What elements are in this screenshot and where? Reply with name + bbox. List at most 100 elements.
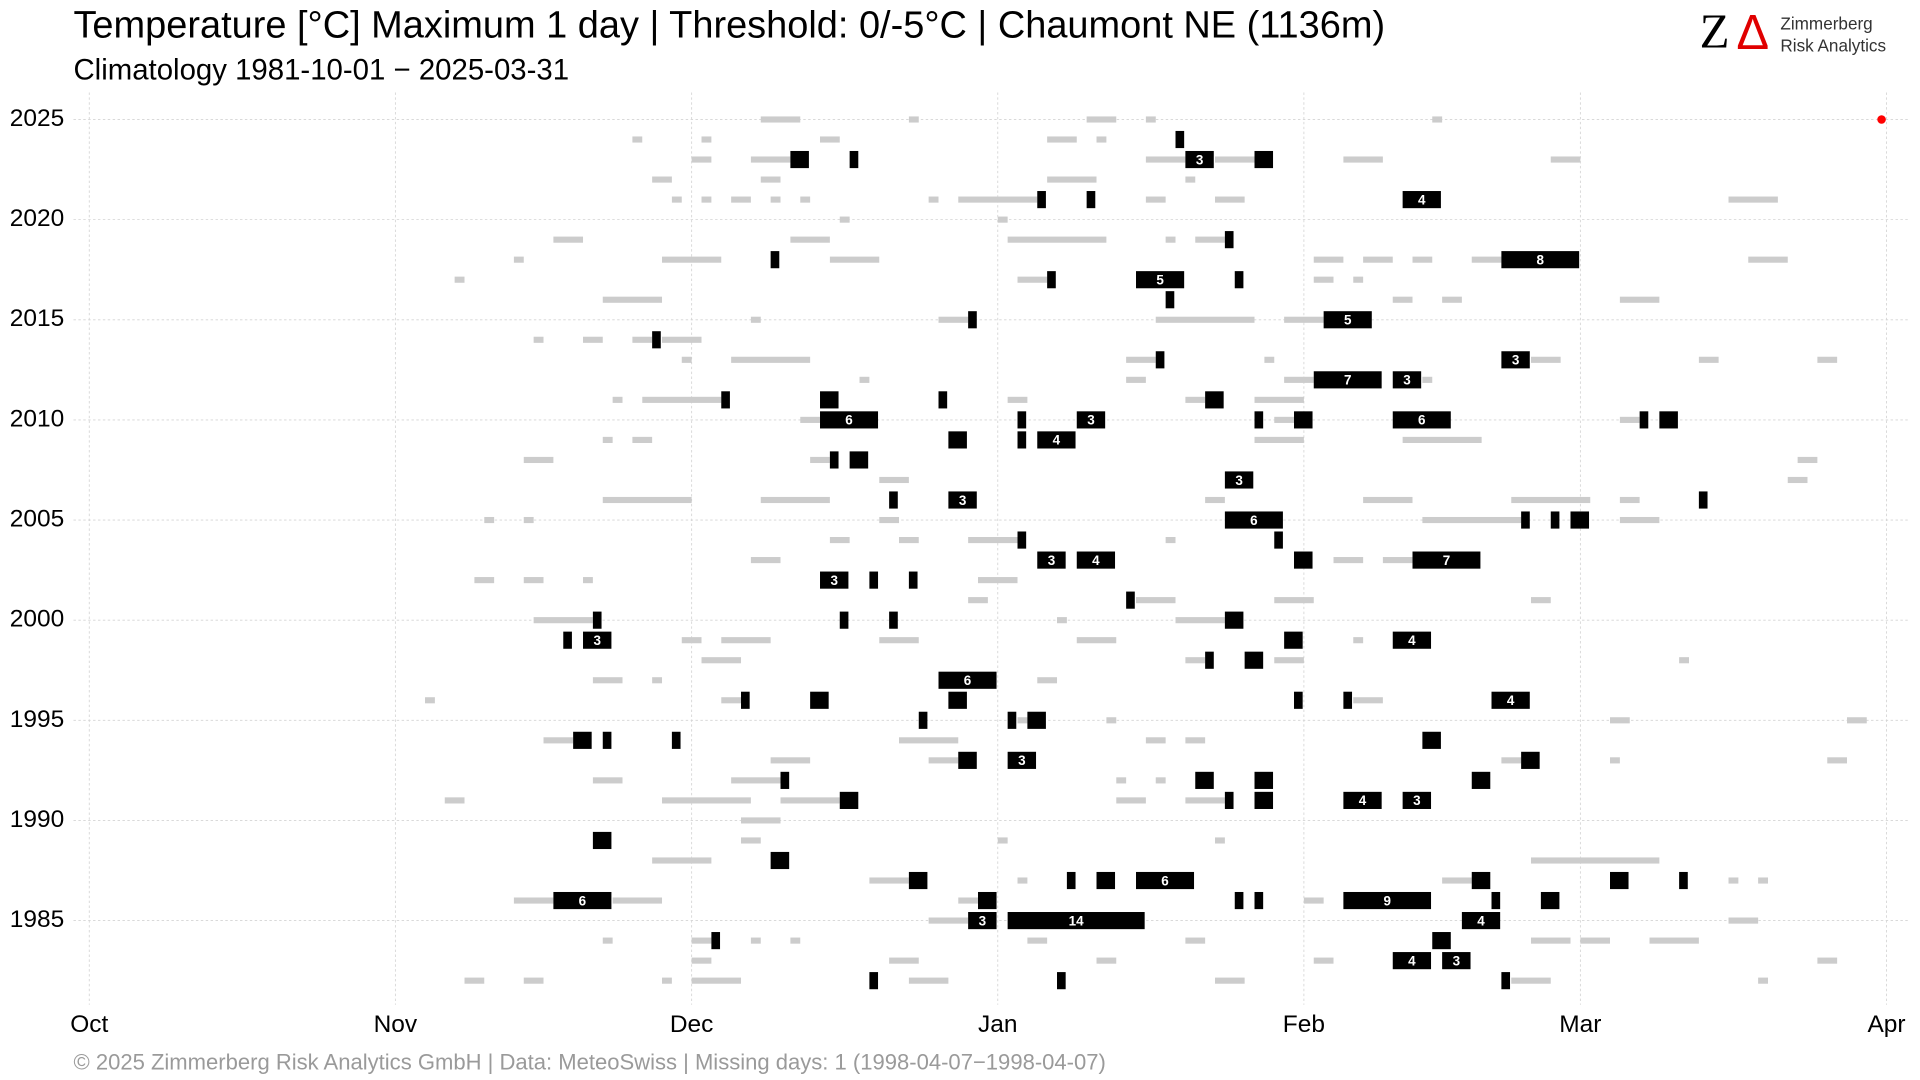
strong-event <box>1501 972 1511 990</box>
strong-event <box>1679 871 1688 890</box>
weak-event <box>879 476 909 484</box>
strong-event <box>1284 631 1303 649</box>
weak-event <box>1313 276 1334 283</box>
strong-event <box>1007 711 1017 729</box>
weak-event <box>1017 877 1028 884</box>
weak-event <box>1215 977 1245 984</box>
weak-event <box>691 977 742 984</box>
weak-event <box>1797 456 1818 464</box>
strong-event <box>563 631 572 649</box>
weak-event <box>928 196 939 203</box>
strong-event <box>1501 251 1580 269</box>
weak-event <box>602 937 613 944</box>
strong-event <box>908 871 928 890</box>
strong-event <box>1254 771 1274 789</box>
weak-event <box>1145 156 1186 163</box>
x-tick-label: Dec <box>670 1011 714 1038</box>
weak-event <box>553 236 584 243</box>
weak-event <box>1185 797 1225 804</box>
chart-title: Temperature [°C] Maximum 1 day | Thresho… <box>73 5 1385 47</box>
strong-event <box>1343 691 1353 709</box>
strong-event <box>1402 191 1441 209</box>
y-tick-label: 1985 <box>10 906 64 933</box>
strong-event <box>948 691 967 709</box>
weak-event <box>750 557 781 564</box>
weak-event <box>1619 516 1660 524</box>
weak-event <box>662 256 722 263</box>
weak-event <box>938 316 969 323</box>
strong-event <box>652 331 661 349</box>
weak-event <box>1027 937 1048 944</box>
weak-event <box>523 516 534 524</box>
weak-event <box>701 136 712 143</box>
weak-event <box>899 536 919 544</box>
strong-event <box>1224 511 1283 529</box>
strong-event <box>1254 791 1274 809</box>
event-duration-label: 4 <box>1477 913 1485 928</box>
weak-event <box>592 777 623 784</box>
event-duration-label: 4 <box>1092 553 1100 568</box>
weak-event <box>474 577 495 584</box>
y-tick-label: 2020 <box>10 205 64 232</box>
event-duration-label: 4 <box>1418 192 1426 207</box>
weak-event <box>662 797 751 804</box>
strong-event <box>869 571 879 589</box>
weak-event <box>592 677 623 684</box>
event-duration-label: 6 <box>1418 413 1425 428</box>
strong-event <box>1412 551 1481 569</box>
strong-event <box>553 891 612 910</box>
strong-event <box>1392 631 1432 649</box>
weak-event <box>1076 637 1117 644</box>
weak-event <box>1007 236 1107 243</box>
weak-event <box>691 156 712 163</box>
weak-event <box>829 256 880 263</box>
strong-event <box>1066 871 1076 890</box>
weak-event <box>721 637 771 644</box>
event-duration-label: 6 <box>1161 873 1168 888</box>
weak-event <box>1610 757 1620 764</box>
strong-event <box>938 391 948 409</box>
weak-event <box>1580 937 1611 944</box>
strong-event <box>1254 150 1274 169</box>
weak-event <box>1155 316 1255 323</box>
strong-event <box>1185 150 1214 169</box>
weak-event <box>543 737 574 744</box>
logo-line: Zimmerberg <box>1780 14 1872 34</box>
strong-event <box>978 891 997 910</box>
x-tick-label: Mar <box>1559 1011 1601 1038</box>
weak-event <box>484 516 495 524</box>
weak-event <box>790 937 801 944</box>
strong-event <box>1017 411 1027 429</box>
event-duration-label: 3 <box>1018 753 1025 768</box>
weak-event <box>770 757 811 764</box>
weak-event <box>642 396 722 403</box>
strong-event <box>1521 751 1540 769</box>
weak-event <box>1195 236 1225 243</box>
weak-event <box>879 637 919 644</box>
weak-event <box>1215 837 1225 844</box>
strong-event <box>790 150 809 169</box>
strong-event <box>948 491 977 509</box>
event-duration-label: 3 <box>830 573 837 588</box>
event-duration-label: 3 <box>1403 373 1410 388</box>
weak-event <box>968 597 988 604</box>
weak-event <box>928 757 959 764</box>
weak-event <box>425 697 435 704</box>
strong-event <box>1343 791 1382 809</box>
weak-event <box>464 977 485 984</box>
weak-event <box>829 536 850 544</box>
weak-event <box>1254 436 1304 443</box>
x-tick-label: Nov <box>374 1011 418 1038</box>
today-marker <box>1877 115 1886 124</box>
strong-event <box>573 731 592 749</box>
weak-event <box>1126 376 1146 383</box>
weak-event <box>1649 937 1699 944</box>
strong-event <box>820 391 839 409</box>
strong-event <box>1491 891 1501 910</box>
weak-event <box>1284 316 1324 323</box>
strong-event <box>918 711 928 729</box>
weak-event <box>1185 937 1206 944</box>
weak-event <box>513 256 524 263</box>
x-tick-label: Jan <box>978 1011 1017 1038</box>
weak-event <box>741 817 781 824</box>
